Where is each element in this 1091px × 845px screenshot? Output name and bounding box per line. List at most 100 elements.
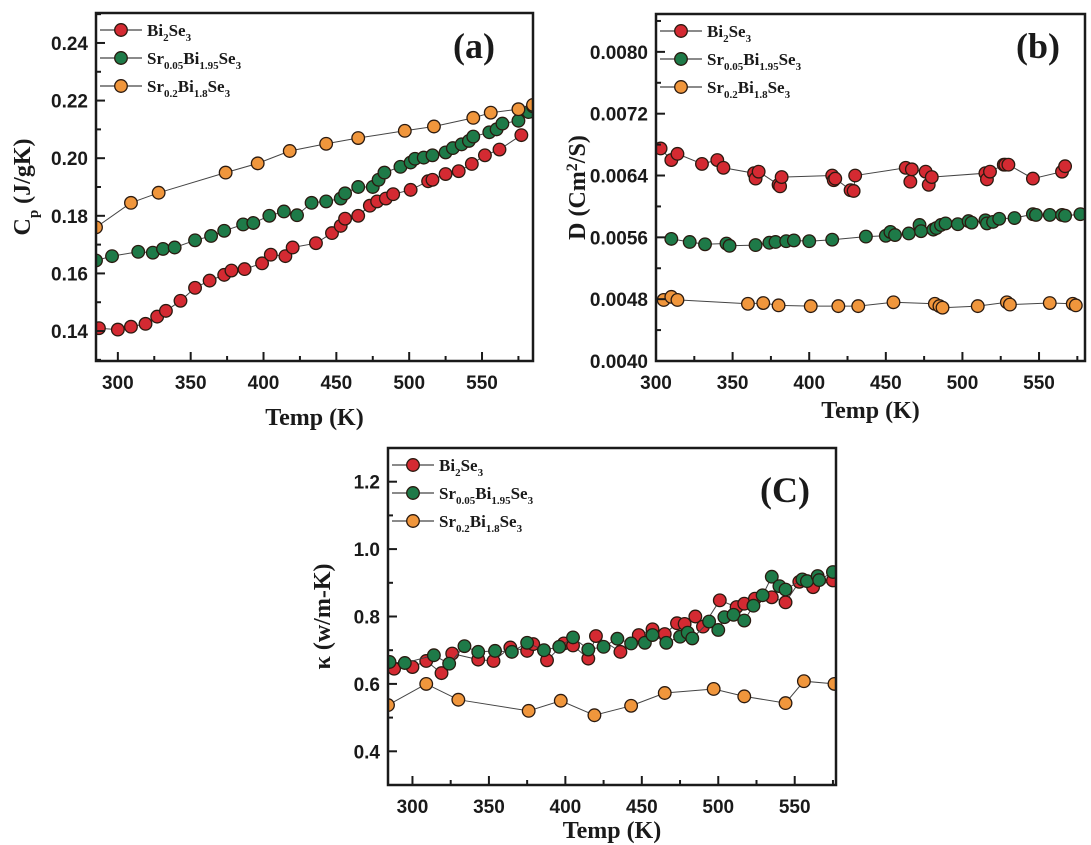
x-tick-label: 550 (1023, 373, 1055, 394)
data-point (831, 299, 846, 314)
x-tick-label: 300 (102, 373, 134, 394)
data-point (466, 110, 481, 125)
data-point (716, 160, 731, 175)
data-point (670, 292, 685, 307)
legend-label: Sr0.2Bi1.8Se3 (147, 77, 231, 100)
legend-text-part: Se (169, 21, 186, 40)
data-point (688, 609, 703, 624)
y-axis-title-main: D (Cm (565, 171, 591, 240)
x-tick-label: 500 (702, 797, 734, 818)
legend-subscript: 3 (796, 61, 802, 73)
data-point (521, 703, 536, 718)
data-point (492, 142, 507, 157)
data-point (624, 636, 639, 651)
legend-text-part: Sr (439, 512, 456, 531)
y-tick-label: 0.0048 (590, 290, 648, 311)
data-point (1002, 297, 1017, 312)
data-point (514, 128, 529, 143)
y-axis-title-rest: (J/gK) (10, 138, 36, 209)
y-tick-label: 0.0040 (590, 352, 648, 373)
data-point (778, 582, 793, 597)
data-point (151, 185, 166, 200)
data-point (319, 136, 334, 151)
y-tick-label: 0.0072 (590, 105, 648, 126)
x-tick-label: 550 (779, 797, 811, 818)
data-point (397, 123, 412, 138)
panel-c-kappa: 300 350 400 450 500 550 0.4 0.6 0.8 1.0 1.2 Temp (K… (310, 446, 838, 844)
x-tick-label: 350 (175, 373, 207, 394)
x-tick-label: 400 (793, 373, 825, 394)
data-point (983, 164, 997, 179)
data-point (351, 208, 366, 223)
data-point (451, 692, 466, 707)
data-point (386, 187, 401, 202)
data-point (338, 186, 353, 201)
data-point (924, 170, 939, 185)
panel-label: (b) (1016, 26, 1060, 66)
data-point (802, 234, 817, 249)
legend-subscript: 3 (746, 33, 752, 45)
data-point (825, 232, 840, 247)
legend-entry: Sr0.2Bi1.8Se3 (660, 78, 791, 101)
y-tick-label: 0.16 (51, 264, 88, 285)
data-point (173, 293, 188, 308)
legend-subscript: 2 (455, 467, 461, 479)
data-point (188, 233, 203, 248)
legend-marker (406, 486, 420, 500)
y-tick-label: 0.6 (354, 675, 380, 696)
data-point (202, 273, 217, 288)
plot-area (388, 565, 836, 723)
data-point (338, 211, 353, 226)
data-point (105, 249, 119, 264)
data-point (970, 299, 985, 314)
legend-subscript: 3 (236, 60, 242, 72)
data-point (774, 170, 789, 185)
data-point (309, 236, 323, 251)
legend-label: Sr0.2Bi1.8Se3 (707, 78, 791, 101)
data-point (319, 194, 334, 209)
data-point (587, 708, 602, 723)
data-point (158, 303, 173, 318)
legend-marker (674, 52, 688, 66)
data-point (457, 639, 472, 654)
data-point (397, 656, 412, 670)
data-point (748, 238, 763, 253)
data-point (471, 644, 486, 659)
data-point (495, 116, 510, 131)
legend-entry: Bi2Se3 (660, 22, 752, 45)
legend-subscript: 1.8 (194, 88, 208, 100)
legend-label: Sr0.05Bi1.95Se3 (147, 49, 242, 72)
data-point (858, 229, 873, 244)
data-point (246, 216, 261, 230)
panel-b-diffusivity: 300 350 400 450 500 550 0.0040 0.0048 0.0056 0.00… (564, 12, 1087, 424)
data-point (1068, 298, 1083, 313)
data-point (110, 322, 125, 337)
panel-label: (C) (760, 470, 810, 510)
data-point (434, 666, 449, 681)
data-point (466, 129, 481, 144)
data-point (388, 655, 397, 669)
data-point (304, 195, 319, 210)
legend-entry: Sr0.2Bi1.8Se3 (100, 77, 231, 100)
y-tick-label: 0.0080 (590, 43, 648, 64)
data-point (511, 113, 526, 128)
plot-area (96, 97, 533, 337)
data-point (237, 262, 252, 277)
data-point (901, 226, 916, 241)
data-point (156, 241, 170, 256)
data-point (96, 253, 103, 268)
data-point (477, 148, 492, 163)
x-tick-label: 450 (320, 373, 352, 394)
data-point (624, 698, 639, 713)
legend-label: Sr0.05Bi1.95Se3 (707, 50, 802, 73)
x-tick-label: 350 (473, 797, 505, 818)
legend-entry: Sr0.05Bi1.95Se3 (392, 484, 534, 507)
data-point (218, 165, 233, 180)
y-tick-label: 0.8 (354, 608, 380, 629)
data-point (1025, 171, 1040, 186)
legend-subscript: 3 (186, 32, 192, 44)
data-point (670, 146, 685, 161)
data-point (1001, 157, 1016, 172)
legend-text-part: Sr (439, 484, 456, 503)
legend-text-part: Sr (147, 49, 164, 68)
